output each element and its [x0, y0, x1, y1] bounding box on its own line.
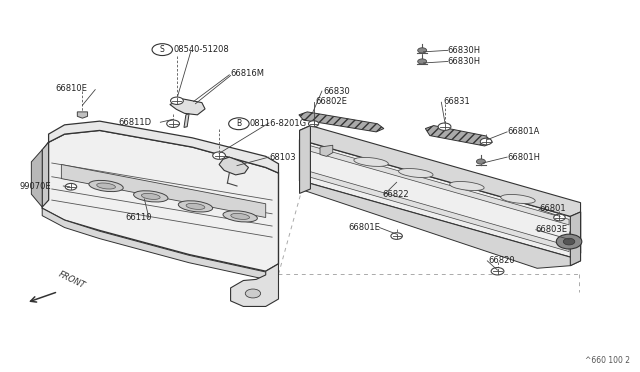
Circle shape [308, 121, 319, 127]
Circle shape [491, 267, 504, 275]
Ellipse shape [500, 195, 535, 203]
Circle shape [480, 138, 492, 145]
Polygon shape [42, 131, 278, 271]
Circle shape [476, 159, 485, 164]
Text: 66801E: 66801E [349, 223, 381, 232]
Polygon shape [300, 126, 580, 217]
Circle shape [245, 289, 260, 298]
Circle shape [65, 183, 77, 190]
Circle shape [171, 97, 183, 105]
Circle shape [554, 214, 565, 221]
Polygon shape [219, 157, 248, 175]
Polygon shape [42, 142, 49, 207]
Text: 66802E: 66802E [316, 97, 348, 106]
Ellipse shape [223, 211, 257, 222]
Ellipse shape [399, 169, 433, 177]
Text: 66820: 66820 [488, 256, 515, 264]
Polygon shape [31, 150, 42, 207]
Text: B: B [236, 119, 241, 128]
Circle shape [556, 234, 582, 249]
Text: ^660 100 2: ^660 100 2 [585, 356, 630, 365]
Ellipse shape [354, 157, 388, 166]
Circle shape [391, 233, 403, 239]
Circle shape [438, 123, 451, 131]
Polygon shape [300, 126, 310, 193]
Text: 66801: 66801 [540, 205, 566, 214]
Polygon shape [49, 121, 278, 173]
Text: 66831: 66831 [444, 97, 470, 106]
Polygon shape [320, 145, 333, 156]
Polygon shape [61, 164, 266, 218]
Text: 66110: 66110 [125, 213, 152, 222]
Polygon shape [170, 99, 205, 115]
Ellipse shape [89, 180, 124, 192]
Text: 66810E: 66810E [55, 84, 87, 93]
Polygon shape [42, 208, 278, 279]
Ellipse shape [179, 201, 212, 212]
Ellipse shape [97, 183, 115, 189]
Ellipse shape [141, 193, 160, 199]
Text: 66811D: 66811D [119, 118, 152, 127]
Text: FRONT: FRONT [57, 270, 86, 291]
Text: 66801H: 66801H [507, 153, 540, 161]
Polygon shape [426, 126, 492, 146]
Polygon shape [299, 112, 384, 132]
Text: 66830H: 66830H [448, 57, 481, 66]
Ellipse shape [231, 214, 250, 219]
Circle shape [418, 48, 427, 53]
Circle shape [167, 120, 179, 128]
Text: 66830H: 66830H [448, 46, 481, 55]
Text: 66822: 66822 [383, 190, 409, 199]
Text: 08540-51208: 08540-51208 [173, 45, 229, 54]
Ellipse shape [186, 203, 205, 209]
Polygon shape [230, 264, 278, 307]
Polygon shape [302, 169, 569, 251]
Text: S: S [160, 45, 164, 54]
Polygon shape [184, 114, 189, 128]
Circle shape [563, 238, 575, 245]
Circle shape [228, 118, 249, 130]
Text: 66803E: 66803E [536, 225, 568, 234]
Ellipse shape [134, 191, 168, 202]
Text: 08116-8201G: 08116-8201G [250, 119, 307, 128]
Polygon shape [300, 180, 580, 268]
Polygon shape [77, 112, 88, 118]
Circle shape [418, 59, 427, 64]
Polygon shape [570, 212, 580, 266]
Text: 66801A: 66801A [507, 126, 540, 136]
Text: 68103: 68103 [269, 153, 296, 161]
Polygon shape [302, 143, 569, 225]
Text: 66830: 66830 [323, 87, 350, 96]
Polygon shape [300, 140, 580, 257]
Text: 66816M: 66816M [230, 69, 264, 78]
Polygon shape [42, 142, 49, 206]
Text: 99070E: 99070E [20, 182, 51, 190]
Circle shape [152, 44, 173, 55]
Ellipse shape [450, 182, 484, 190]
Circle shape [212, 152, 225, 159]
